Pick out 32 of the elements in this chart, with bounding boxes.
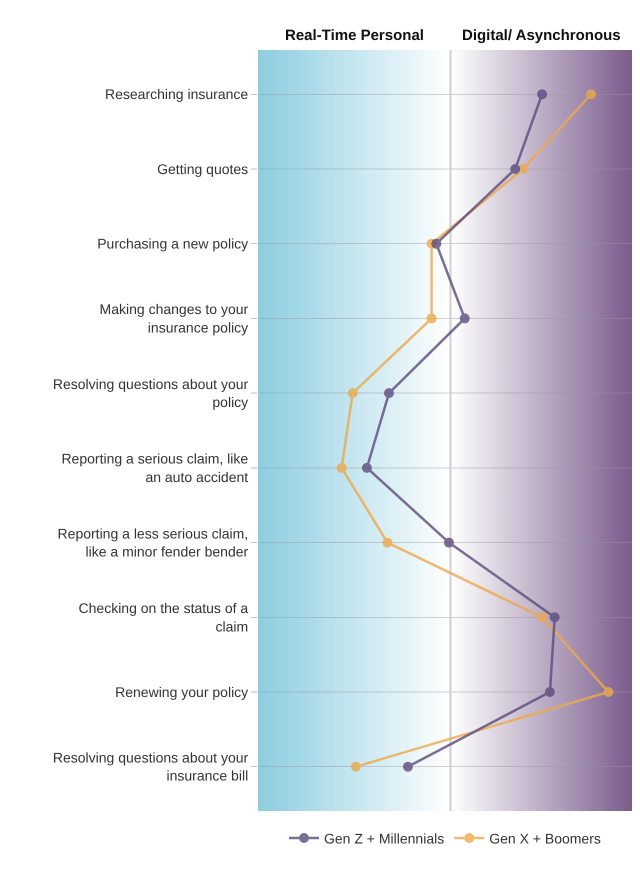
point (426, 313, 437, 324)
legend-label: Gen Z + Millennials (324, 830, 444, 846)
y-tick-label: Getting quotes (157, 160, 248, 177)
point (544, 686, 555, 697)
y-tick-label: Resolving questions about your insurance bill (52, 750, 249, 784)
point (382, 538, 392, 548)
point (348, 388, 358, 398)
point (336, 462, 347, 473)
point (460, 313, 470, 324)
point (550, 612, 560, 622)
point (402, 762, 413, 772)
y-tick-label: Making changes to your insurance policy (100, 301, 249, 336)
y-tick-label: Resolving questions about your policy (52, 376, 249, 410)
point (603, 686, 614, 697)
y-tick-label: Checking on the status of a claim (78, 600, 248, 634)
point (537, 89, 548, 100)
band-label: Digital/ Asynchronous (462, 27, 621, 44)
y-tick-label: Purchasing a new policy (97, 236, 248, 252)
band-label: Real-Time Personal (285, 27, 424, 44)
point (350, 762, 361, 772)
legend-label: Gen X + Boomers (489, 830, 601, 846)
point (510, 164, 520, 174)
y-tick-label: Reporting a serious claim, like an auto accident (61, 450, 248, 485)
point (362, 462, 372, 473)
y-tick-label: Renewing your policy (115, 684, 248, 700)
point (384, 388, 394, 398)
point (431, 238, 442, 249)
y-tick-label: Researching insurance (104, 86, 248, 102)
point (586, 89, 596, 100)
point (444, 538, 454, 548)
y-tick-label: Reporting a less serious claim, like a minor fender bender (58, 525, 249, 560)
point (537, 612, 548, 622)
